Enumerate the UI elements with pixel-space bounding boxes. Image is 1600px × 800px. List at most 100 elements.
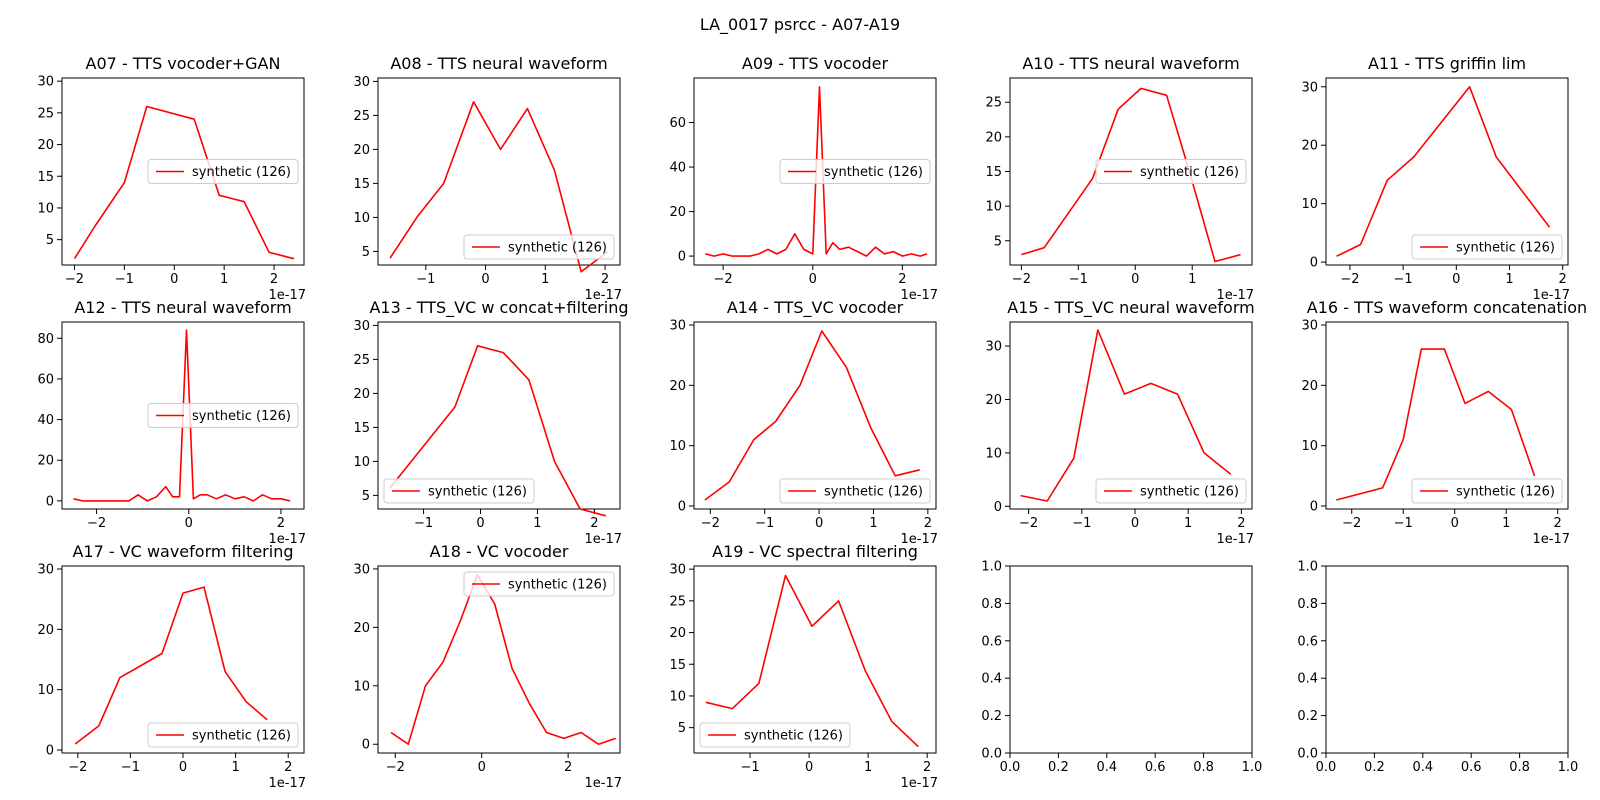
subplot-13: A19 - VC spectral filtering−1 0 1 251015202… xyxy=(669,542,938,791)
legend: synthetic (126) xyxy=(699,722,851,748)
subplot-7: A13 - TTS_VC w concat+filtering−1 0 1 25101… xyxy=(353,298,628,547)
y-tick-label: 30 xyxy=(37,75,54,90)
subplot-title: A09 - TTS vocoder xyxy=(742,54,889,73)
y-tick-label: 0.0 xyxy=(1297,747,1318,762)
y-tick-label: 30 xyxy=(353,319,370,334)
legend: synthetic (126) xyxy=(147,722,299,748)
y-tick-label: 30 xyxy=(353,562,370,577)
y-tick-label: 25 xyxy=(985,96,1002,111)
x-offset-label: 1e-17 xyxy=(900,288,938,303)
y-tick-label: 20 xyxy=(985,393,1002,408)
x-offset-label: 1e-17 xyxy=(268,532,306,547)
x-tick-label: 1.0 xyxy=(1242,760,1263,775)
y-tick-label: 20 xyxy=(37,454,54,469)
axes-frame xyxy=(377,565,621,754)
legend-box xyxy=(1411,478,1563,504)
x-tick-label: 2 xyxy=(1554,516,1562,531)
x-offset-label: 1e-17 xyxy=(1532,288,1570,303)
x-tick-label: −1 xyxy=(121,760,140,775)
x-tick-label: 1 xyxy=(533,516,541,531)
x-tick-label: 2 xyxy=(590,516,598,531)
y-tick-label: 10 xyxy=(985,200,1002,215)
subplot-title: A07 - TTS vocoder+GAN xyxy=(86,54,281,73)
y-tick-label: 0.6 xyxy=(981,634,1002,649)
y-tick-label: 20 xyxy=(37,623,54,638)
legend-entry: synthetic (126) xyxy=(1456,485,1555,500)
y-tick-label: 20 xyxy=(353,387,370,402)
subplot-title: A13 - TTS_VC w concat+filtering xyxy=(369,298,628,318)
subplot-grid: A07 - TTS vocoder+GAN−2 −1 0 1 2510152025301… xyxy=(37,54,1587,791)
axes-frame xyxy=(1325,565,1569,754)
y-tick-label: 10 xyxy=(985,446,1002,461)
y-tick-label: 0 xyxy=(678,250,686,265)
x-tick-label: 2 xyxy=(923,760,931,775)
y-tick-label: 10 xyxy=(669,439,686,454)
subplot-title: A19 - VC spectral filtering xyxy=(712,542,918,561)
legend-entry: synthetic (126) xyxy=(192,165,291,180)
legend: synthetic (126) xyxy=(1411,234,1563,260)
axes-frame xyxy=(61,321,305,510)
y-tick-label: 20 xyxy=(1301,379,1318,394)
x-tick-label: −2 xyxy=(1019,516,1038,531)
x-tick-label: 1 xyxy=(864,760,872,775)
legend-box xyxy=(463,234,615,260)
y-tick-label: 0 xyxy=(362,738,370,753)
y-tick-label: 30 xyxy=(669,563,686,578)
y-tick-label: 5 xyxy=(994,234,1002,249)
y-tick-label: 25 xyxy=(37,106,54,121)
axes-frame xyxy=(1325,321,1569,510)
x-tick-label: 1 xyxy=(541,272,549,287)
legend-box xyxy=(779,159,931,184)
y-tick-label: 0.4 xyxy=(981,672,1002,687)
legend-entry: synthetic (126) xyxy=(508,241,607,256)
subplot-title: A11 - TTS griffin lim xyxy=(1368,54,1526,73)
subplot-11: A17 - VC waveform filtering−2 −1 0 1 2010203… xyxy=(37,542,306,791)
y-tick-label: 20 xyxy=(669,205,686,220)
axes-frame xyxy=(1009,321,1253,510)
y-tick-label: 20 xyxy=(37,138,54,153)
x-tick-label: 0 xyxy=(805,760,813,775)
x-tick-label: 2 xyxy=(284,760,292,775)
y-tick-label: 25 xyxy=(669,594,686,609)
y-tick-label: 30 xyxy=(37,563,54,578)
y-tick-label: 20 xyxy=(353,143,370,158)
subplot-title: A12 - TTS neural waveform xyxy=(74,298,291,317)
subplot-14: 0.0 0.2 0.4 0.6 0.8 1.0 0.0 0.2 0.4 0.6 0.8 1.0 xyxy=(981,560,1262,776)
x-tick-label: −1 xyxy=(1394,272,1413,287)
y-tick-label: 0 xyxy=(678,499,686,514)
x-tick-label: 2 xyxy=(924,516,932,531)
y-tick-label: 80 xyxy=(37,332,54,347)
series-line xyxy=(705,86,928,257)
series-line xyxy=(704,330,920,501)
legend-entry: synthetic (126) xyxy=(1456,241,1555,256)
legend-entry: synthetic (126) xyxy=(744,729,843,744)
y-tick-label: 30 xyxy=(1301,319,1318,334)
x-tick-label: 0 xyxy=(1131,272,1139,287)
axes-frame xyxy=(61,77,305,266)
subplot-title: A18 - VC vocoder xyxy=(430,542,569,561)
x-tick-label: −2 xyxy=(1012,272,1031,287)
legend-box xyxy=(1095,159,1247,184)
y-tick-label: 5 xyxy=(678,721,686,736)
y-tick-label: 0 xyxy=(46,494,54,509)
x-offset-label: 1e-17 xyxy=(1216,532,1254,547)
y-tick-label: 40 xyxy=(669,161,686,176)
legend-entry: synthetic (126) xyxy=(192,729,291,744)
x-tick-label: −1 xyxy=(755,516,774,531)
axes-frame xyxy=(693,321,937,510)
x-tick-label: −2 xyxy=(1342,516,1361,531)
subplot-12: A18 - VC vocoder−2 0 201020301e-17syntheti… xyxy=(353,542,622,791)
legend-entry: synthetic (126) xyxy=(192,409,291,424)
x-tick-label: −2 xyxy=(714,272,733,287)
series-line xyxy=(1336,348,1536,501)
x-tick-label: 1.0 xyxy=(1558,760,1579,775)
x-tick-label: 1 xyxy=(1188,272,1196,287)
y-tick-label: 5 xyxy=(362,245,370,260)
x-offset-label: 1e-17 xyxy=(584,532,622,547)
legend-entry: synthetic (126) xyxy=(824,485,923,500)
x-tick-label: 0.4 xyxy=(1096,760,1117,775)
y-tick-label: 60 xyxy=(37,372,54,387)
x-tick-label: −1 xyxy=(416,272,435,287)
y-tick-label: 0.4 xyxy=(1297,672,1318,687)
y-tick-label: 20 xyxy=(1301,139,1318,154)
